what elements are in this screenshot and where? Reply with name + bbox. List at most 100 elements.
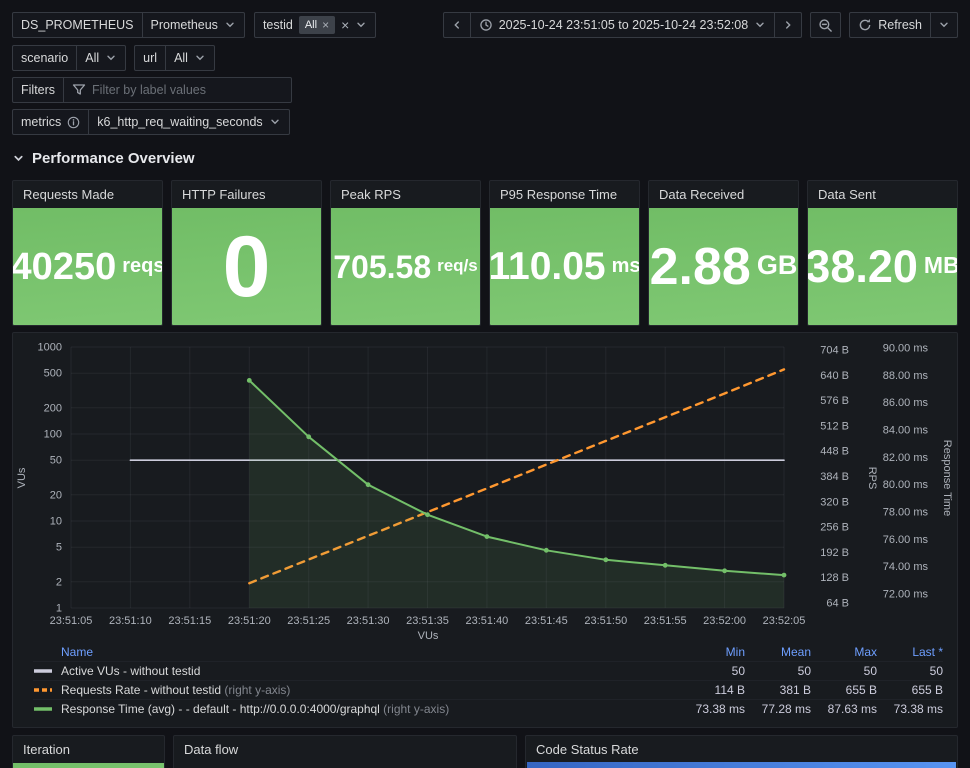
- refresh-icon: [859, 19, 871, 31]
- stat-value: 110.05: [489, 245, 606, 288]
- stat-panel-title: Peak RPS: [341, 187, 401, 202]
- svg-text:500: 500: [44, 368, 62, 380]
- url-value-text: All: [174, 51, 188, 65]
- legend-row[interactable]: Active VUs - without testid 50 50 50 50: [33, 661, 943, 680]
- series-axis-note: (right y-axis): [221, 683, 291, 697]
- svg-text:512 B: 512 B: [820, 420, 849, 432]
- scenario-label-text: scenario: [21, 51, 69, 65]
- testid-filter[interactable]: testid All × ×: [253, 12, 377, 38]
- series-mean-value: 77.28 ms: [761, 702, 811, 716]
- time-back-button[interactable]: [442, 12, 471, 38]
- series-name: Requests Rate - without testid (right y-…: [61, 683, 291, 697]
- svg-text:1: 1: [56, 603, 62, 615]
- legend-header-mean[interactable]: Mean: [780, 644, 811, 659]
- chip-close-icon[interactable]: ×: [322, 18, 330, 32]
- time-forward-button[interactable]: [775, 12, 803, 38]
- chevron-down-icon: [756, 22, 764, 28]
- svg-text:10: 10: [50, 516, 62, 528]
- series-mean-value: 50: [797, 664, 811, 678]
- label-filters: Filters: [12, 77, 293, 103]
- stat-unit: MB: [923, 252, 958, 278]
- stat-panel-header: HTTP Failures: [172, 181, 321, 208]
- stats-row: Requests Made 40250 reqs HTTP Failures 0…: [12, 180, 958, 326]
- svg-text:23:51:25: 23:51:25: [287, 615, 330, 627]
- svg-text:200: 200: [44, 402, 62, 414]
- timeseries-panel: 1 2 5 10 20 50 100 200 500 1000 23:51:05 23:51:10 23…: [12, 332, 958, 728]
- legend-header-max[interactable]: Max: [854, 644, 877, 659]
- chevron-down-icon: [14, 155, 23, 162]
- scenario-variable-label: scenario: [12, 45, 78, 71]
- svg-text:100: 100: [44, 429, 62, 441]
- chevron-right-icon: [786, 21, 791, 29]
- svg-text:50: 50: [50, 455, 62, 467]
- zoom-out-button[interactable]: [810, 12, 842, 38]
- timeseries-chart[interactable]: 1 2 5 10 20 50 100 200 500 1000 23:51:05 23:51:10 23…: [13, 333, 957, 642]
- stat-panel-header: Data Sent: [808, 181, 957, 208]
- datasource-picker[interactable]: Prometheus: [142, 12, 245, 38]
- series-name: Active VUs - without testid: [61, 664, 201, 678]
- status-rate-bar: [527, 762, 956, 768]
- legend-header-min[interactable]: Min: [725, 644, 745, 659]
- scenario-variable: scenario All: [12, 45, 127, 71]
- refresh-interval-button[interactable]: [931, 12, 958, 38]
- svg-text:448 B: 448 B: [820, 446, 849, 458]
- svg-text:23:51:35: 23:51:35: [406, 615, 449, 627]
- section-title: Performance Overview: [32, 150, 195, 167]
- stat-panel-title: P95 Response Time: [500, 187, 618, 202]
- stat-value-area: 705.58 req/s: [331, 208, 480, 325]
- metrics-row: metrics k6_http_req_waiting_seconds: [12, 109, 290, 135]
- series-last-value: 655 B: [911, 683, 943, 697]
- legend-row[interactable]: Requests Rate - without testid (right y-…: [33, 680, 943, 699]
- toolbar-left: DS_PROMETHEUS Prometheus testid All × ×: [12, 12, 377, 38]
- metrics-label: metrics: [12, 109, 90, 135]
- url-picker[interactable]: All: [166, 45, 215, 71]
- bottom-row: Iteration Data flow Code Status Rate: [12, 735, 958, 768]
- legend-row[interactable]: Response Time (avg) - - default - http:/…: [33, 699, 943, 718]
- section-performance-overview[interactable]: Performance Overview: [12, 150, 195, 167]
- metrics-select[interactable]: k6_http_req_waiting_seconds: [89, 109, 290, 135]
- svg-text:5: 5: [56, 542, 62, 554]
- testid-chip-all[interactable]: All ×: [298, 16, 336, 34]
- svg-text:82.00 ms: 82.00 ms: [883, 452, 929, 464]
- data-flow-panel-title: Data flow: [184, 742, 239, 757]
- clock-icon: [479, 19, 492, 31]
- stat-value: 0: [222, 218, 271, 315]
- scenario-picker[interactable]: All: [77, 45, 127, 71]
- svg-text:76.00 ms: 76.00 ms: [883, 534, 929, 546]
- svg-text:84.00 ms: 84.00 ms: [883, 425, 929, 437]
- stat-value: 40250: [12, 245, 117, 288]
- legend-header-name: Name: [61, 644, 94, 659]
- label-filter-input[interactable]: [92, 83, 284, 97]
- stat-panel-header: Peak RPS: [331, 181, 480, 208]
- stat-panel-header: P95 Response Time: [490, 181, 639, 208]
- url-label-text: url: [143, 51, 158, 65]
- svg-text:23:51:50: 23:51:50: [584, 615, 627, 627]
- stat-unit: ms: [611, 254, 640, 277]
- svg-text:23:51:55: 23:51:55: [644, 615, 687, 627]
- metrics-label-text: metrics: [21, 115, 62, 129]
- zoom-out-icon: [819, 18, 833, 32]
- svg-text:704 B: 704 B: [820, 345, 849, 357]
- chevron-down-icon: [357, 22, 365, 28]
- series-color-swatch: [33, 669, 53, 673]
- clear-filter-icon[interactable]: ×: [341, 17, 350, 33]
- chevron-down-icon: [940, 22, 948, 28]
- refresh-button[interactable]: Refresh: [849, 12, 931, 38]
- stat-value: 38.20: [807, 241, 918, 292]
- series-mean-value: 381 B: [779, 683, 811, 697]
- testid-chip-text: All: [304, 19, 318, 31]
- stat-value: 705.58: [333, 248, 432, 285]
- svg-text:23:51:40: 23:51:40: [465, 615, 508, 627]
- iteration-stat-bar: [13, 763, 164, 768]
- time-range-button[interactable]: 2025-10-24 23:51:05 to 2025-10-24 23:52:…: [470, 12, 776, 38]
- funnel-icon: [72, 84, 86, 95]
- svg-text:640 B: 640 B: [820, 370, 849, 382]
- stat-unit: GB: [756, 250, 798, 280]
- legend-header-last[interactable]: Last *: [912, 644, 943, 659]
- stat-panel: Peak RPS 705.58 req/s: [330, 180, 481, 326]
- time-controls: 2025-10-24 23:51:05 to 2025-10-24 23:52:…: [442, 12, 803, 38]
- svg-text:78.00 ms: 78.00 ms: [883, 507, 929, 519]
- stat-value-area: 0: [172, 208, 321, 325]
- chevron-down-icon: [271, 119, 279, 125]
- label-filter-input-wrap[interactable]: [64, 77, 293, 103]
